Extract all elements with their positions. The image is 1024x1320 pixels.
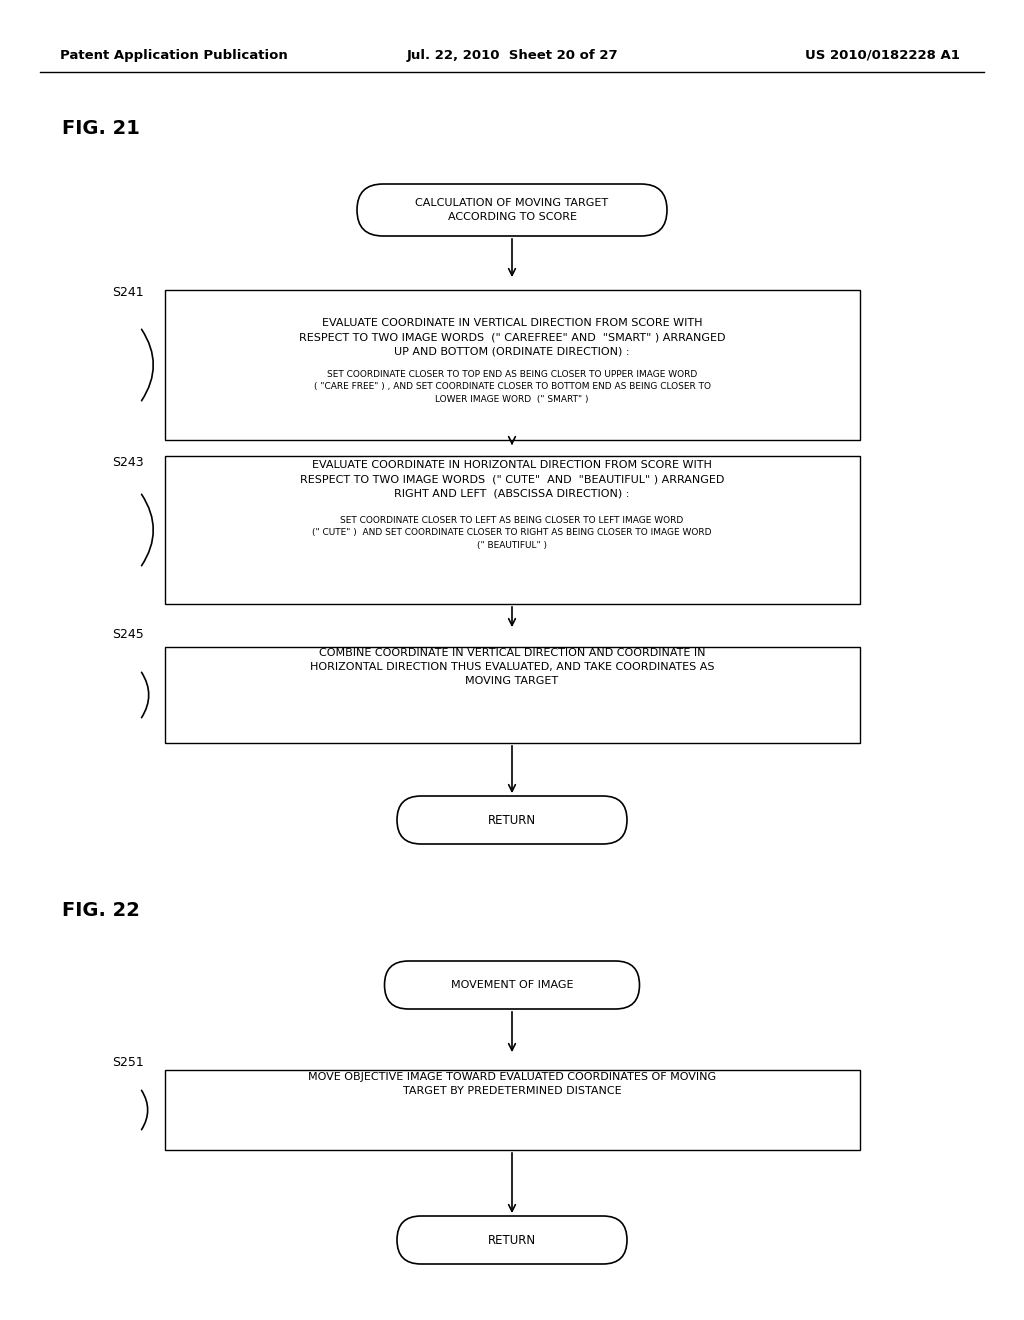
Text: S245: S245 [112, 628, 143, 642]
Bar [165, 455, 859, 605]
Text: EVALUATE COORDINATE IN HORIZONTAL DIRECTION FROM SCORE WITH
RESPECT TO TWO IMAGE: EVALUATE COORDINATE IN HORIZONTAL DIRECT… [300, 459, 724, 498]
Text: S251: S251 [112, 1056, 143, 1068]
Text: US 2010/0182228 A1: US 2010/0182228 A1 [805, 49, 961, 62]
Text: S243: S243 [112, 455, 143, 469]
Text: CALCULATION OF MOVING TARGET
ACCORDING TO SCORE: CALCULATION OF MOVING TARGET ACCORDING T… [416, 198, 608, 222]
Text: FIG. 21: FIG. 21 [62, 119, 140, 137]
Text: SET COORDINATE CLOSER TO LEFT AS BEING CLOSER TO LEFT IMAGE WORD
(" CUTE" )  AND: SET COORDINATE CLOSER TO LEFT AS BEING C… [312, 516, 712, 550]
FancyBboxPatch shape [397, 1216, 627, 1265]
Text: Jul. 22, 2010  Sheet 20 of 27: Jul. 22, 2010 Sheet 20 of 27 [407, 49, 617, 62]
Text: MOVE OBJECTIVE IMAGE TOWARD EVALUATED COORDINATES OF MOVING
TARGET BY PREDETERMI: MOVE OBJECTIVE IMAGE TOWARD EVALUATED CO… [308, 1072, 716, 1096]
Text: EVALUATE COORDINATE IN VERTICAL DIRECTION FROM SCORE WITH
RESPECT TO TWO IMAGE W: EVALUATE COORDINATE IN VERTICAL DIRECTIO… [299, 318, 725, 356]
Text: FIG. 22: FIG. 22 [62, 900, 140, 920]
Text: SET COORDINATE CLOSER TO TOP END AS BEING CLOSER TO UPPER IMAGE WORD
( "CARE FRE: SET COORDINATE CLOSER TO TOP END AS BEIN… [313, 370, 711, 404]
Bar [165, 647, 859, 743]
FancyBboxPatch shape [384, 961, 640, 1008]
Text: Patent Application Publication: Patent Application Publication [60, 49, 288, 62]
Text: MOVEMENT OF IMAGE: MOVEMENT OF IMAGE [451, 979, 573, 990]
FancyBboxPatch shape [397, 796, 627, 843]
Text: RETURN: RETURN [488, 813, 536, 826]
Text: COMBINE COORDINATE IN VERTICAL DIRECTION AND COORDINATE IN
HORIZONTAL DIRECTION : COMBINE COORDINATE IN VERTICAL DIRECTION… [309, 648, 715, 686]
Bar [165, 1071, 859, 1150]
Bar [165, 290, 859, 440]
FancyBboxPatch shape [357, 183, 667, 236]
Text: S241: S241 [112, 285, 143, 298]
Text: RETURN: RETURN [488, 1233, 536, 1246]
